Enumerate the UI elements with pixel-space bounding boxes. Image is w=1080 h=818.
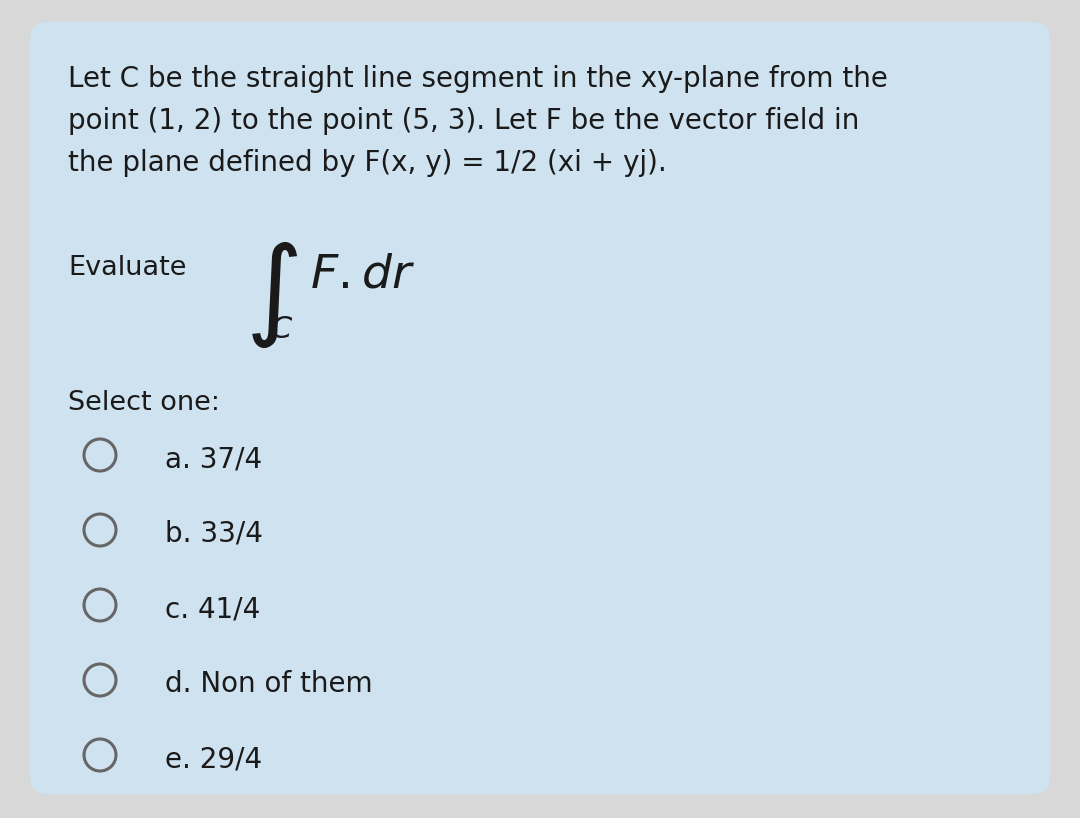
Text: $\int$: $\int$ xyxy=(245,240,298,350)
Text: Select one:: Select one: xyxy=(68,390,220,416)
Text: Evaluate: Evaluate xyxy=(68,255,187,281)
Text: $\mathit{C}$: $\mathit{C}$ xyxy=(270,315,293,344)
Text: d. Non of them: d. Non of them xyxy=(165,670,373,698)
Text: $\mathit{F.dr}$: $\mathit{F.dr}$ xyxy=(310,252,416,297)
Text: Let C be the straight line segment in the xy-plane from the: Let C be the straight line segment in th… xyxy=(68,65,888,93)
Text: b. 33/4: b. 33/4 xyxy=(165,520,262,548)
Text: a. 37/4: a. 37/4 xyxy=(165,445,262,473)
FancyBboxPatch shape xyxy=(30,22,1050,794)
Text: the plane defined by F(x, y) = 1/2 (xi + yj).: the plane defined by F(x, y) = 1/2 (xi +… xyxy=(68,149,666,177)
Text: c. 41/4: c. 41/4 xyxy=(165,595,260,623)
Text: e. 29/4: e. 29/4 xyxy=(165,745,262,773)
Text: point (1, 2) to the point (5, 3). Let F be the vector field in: point (1, 2) to the point (5, 3). Let F … xyxy=(68,107,860,135)
